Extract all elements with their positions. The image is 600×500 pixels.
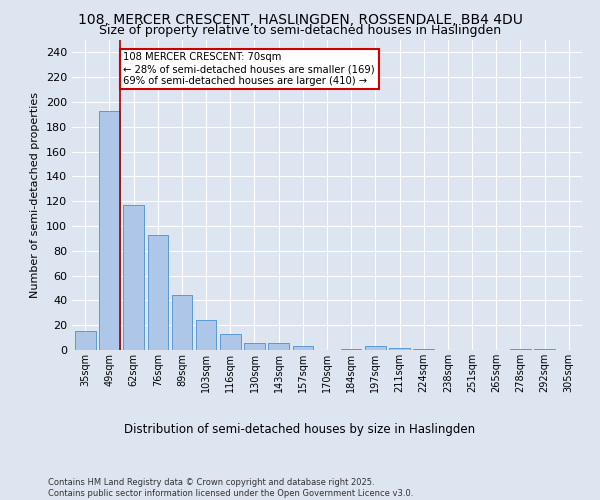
Bar bbox=[413, 349, 434, 350]
Text: Contains HM Land Registry data © Crown copyright and database right 2025.
Contai: Contains HM Land Registry data © Crown c… bbox=[48, 478, 413, 498]
Text: 108 MERCER CRESCENT: 70sqm
← 28% of semi-detached houses are smaller (169)
69% o: 108 MERCER CRESCENT: 70sqm ← 28% of semi… bbox=[124, 52, 375, 86]
Bar bbox=[293, 346, 313, 350]
Bar bbox=[534, 349, 555, 350]
Y-axis label: Number of semi-detached properties: Number of semi-detached properties bbox=[31, 92, 40, 298]
Text: 108, MERCER CRESCENT, HASLINGDEN, ROSSENDALE, BB4 4DU: 108, MERCER CRESCENT, HASLINGDEN, ROSSEN… bbox=[77, 12, 523, 26]
Text: Distribution of semi-detached houses by size in Haslingden: Distribution of semi-detached houses by … bbox=[124, 422, 476, 436]
Bar bbox=[244, 342, 265, 350]
Bar bbox=[268, 342, 289, 350]
Bar bbox=[389, 348, 410, 350]
Bar bbox=[341, 349, 361, 350]
Bar bbox=[124, 205, 144, 350]
Text: Size of property relative to semi-detached houses in Haslingden: Size of property relative to semi-detach… bbox=[99, 24, 501, 37]
Bar bbox=[196, 320, 217, 350]
Bar bbox=[75, 332, 95, 350]
Bar bbox=[172, 296, 192, 350]
Bar bbox=[148, 234, 168, 350]
Bar bbox=[220, 334, 241, 350]
Bar bbox=[99, 110, 120, 350]
Bar bbox=[510, 349, 530, 350]
Bar bbox=[365, 346, 386, 350]
